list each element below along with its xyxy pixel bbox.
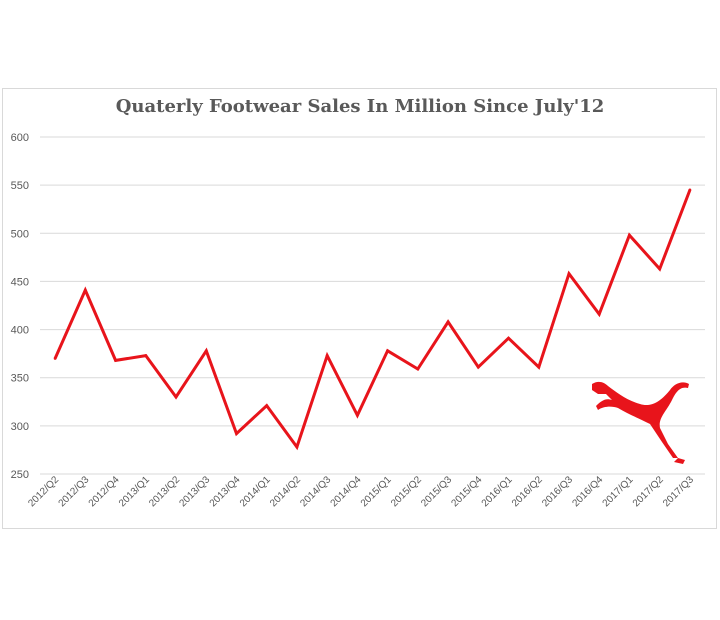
x-tick-label: 2014/Q3 bbox=[298, 474, 333, 509]
data-point bbox=[567, 272, 571, 276]
x-tick-label: 2015/Q4 bbox=[450, 474, 485, 509]
data-point bbox=[114, 358, 117, 362]
data-point bbox=[416, 367, 420, 371]
y-tick-label: 500 bbox=[11, 228, 29, 240]
y-tick-label: 350 bbox=[11, 373, 29, 385]
gridlines bbox=[40, 136, 705, 475]
data-point bbox=[83, 288, 87, 292]
data-point bbox=[688, 188, 692, 192]
x-tick-label: 2015/Q1 bbox=[359, 474, 394, 509]
chart-title: Quaterly Footwear Sales In Million Since… bbox=[115, 96, 605, 117]
data-point bbox=[507, 336, 510, 340]
x-tick-label: 2017/Q3 bbox=[661, 474, 696, 509]
data-point bbox=[446, 320, 450, 324]
x-tick-label: 2015/Q3 bbox=[419, 474, 454, 509]
x-tick-label: 2013/Q2 bbox=[147, 474, 182, 509]
y-tick-label: 250 bbox=[11, 469, 29, 481]
y-tick-label: 450 bbox=[11, 276, 29, 288]
data-point bbox=[265, 404, 269, 408]
data-point bbox=[476, 365, 480, 369]
x-tick-label: 2013/Q3 bbox=[177, 474, 212, 509]
x-axis-ticks: 2012/Q22012/Q32012/Q42013/Q12013/Q22013/… bbox=[26, 474, 696, 509]
x-tick-label: 2012/Q3 bbox=[57, 474, 92, 509]
data-point bbox=[295, 445, 299, 449]
x-tick-label: 2016/Q1 bbox=[480, 474, 515, 509]
puma-cat-icon bbox=[592, 381, 689, 464]
y-tick-label: 300 bbox=[11, 421, 29, 433]
data-point bbox=[235, 432, 238, 435]
x-tick-label: 2016/Q2 bbox=[510, 474, 545, 509]
data-point bbox=[53, 357, 57, 360]
x-tick-label: 2012/Q2 bbox=[26, 474, 61, 509]
data-point bbox=[174, 395, 178, 399]
x-tick-label: 2017/Q1 bbox=[601, 474, 636, 509]
x-tick-label: 2014/Q1 bbox=[238, 474, 273, 509]
data-point bbox=[537, 365, 541, 369]
y-tick-label: 550 bbox=[11, 180, 29, 192]
series-line bbox=[53, 189, 692, 451]
y-tick-label: 600 bbox=[11, 132, 29, 144]
series-layer bbox=[53, 188, 692, 451]
x-tick-label: 2017/Q2 bbox=[631, 474, 666, 509]
chart-frame bbox=[2, 88, 717, 529]
x-tick-label: 2013/Q1 bbox=[117, 474, 152, 509]
x-tick-label: 2014/Q4 bbox=[329, 474, 364, 509]
y-tick-label: 400 bbox=[11, 325, 29, 337]
data-point bbox=[325, 354, 329, 357]
data-point bbox=[204, 349, 208, 353]
x-tick-label: 2014/Q2 bbox=[268, 474, 303, 509]
x-tick-label: 2016/Q3 bbox=[540, 474, 575, 509]
data-point bbox=[628, 233, 631, 237]
data-point bbox=[658, 267, 662, 271]
data-point bbox=[386, 349, 390, 353]
y-axis-ticks: 250 300 350 400 450 500 550 600 bbox=[11, 132, 29, 481]
x-tick-label: 2013/Q4 bbox=[208, 474, 243, 509]
x-tick-label: 2015/Q2 bbox=[389, 474, 424, 509]
data-point bbox=[355, 413, 359, 417]
data-point bbox=[144, 354, 148, 357]
x-tick-label: 2012/Q4 bbox=[87, 474, 122, 509]
x-tick-label: 2016/Q4 bbox=[570, 474, 605, 509]
data-point bbox=[597, 312, 601, 316]
